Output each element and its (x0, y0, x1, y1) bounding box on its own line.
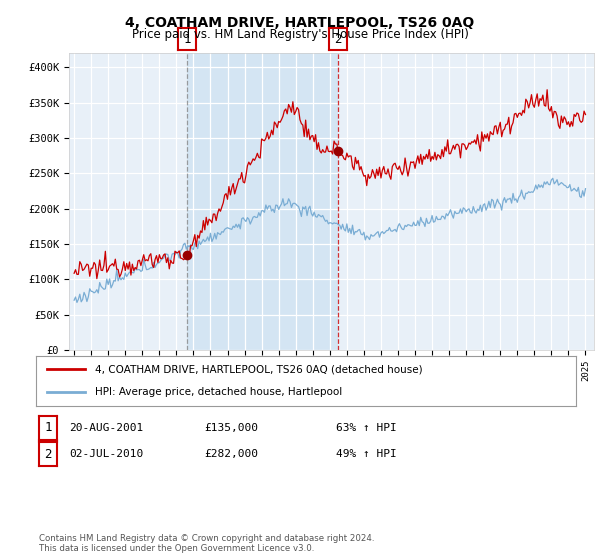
Text: £135,000: £135,000 (204, 423, 258, 433)
Text: 02-JUL-2010: 02-JUL-2010 (69, 449, 143, 459)
Text: 2: 2 (44, 447, 52, 461)
Text: 49% ↑ HPI: 49% ↑ HPI (336, 449, 397, 459)
Text: 4, COATHAM DRIVE, HARTLEPOOL, TS26 0AQ (detached house): 4, COATHAM DRIVE, HARTLEPOOL, TS26 0AQ (… (95, 364, 423, 374)
Text: HPI: Average price, detached house, Hartlepool: HPI: Average price, detached house, Hart… (95, 388, 343, 398)
Text: 1: 1 (44, 421, 52, 435)
Text: 63% ↑ HPI: 63% ↑ HPI (336, 423, 397, 433)
Text: 2: 2 (335, 32, 342, 46)
Text: £282,000: £282,000 (204, 449, 258, 459)
Text: 1: 1 (184, 32, 191, 46)
Text: 4, COATHAM DRIVE, HARTLEPOOL, TS26 0AQ: 4, COATHAM DRIVE, HARTLEPOOL, TS26 0AQ (125, 16, 475, 30)
Text: Contains HM Land Registry data © Crown copyright and database right 2024.
This d: Contains HM Land Registry data © Crown c… (39, 534, 374, 553)
Bar (187, 53, 338, 350)
Text: 20-AUG-2001: 20-AUG-2001 (69, 423, 143, 433)
Text: Price paid vs. HM Land Registry's House Price Index (HPI): Price paid vs. HM Land Registry's House … (131, 28, 469, 41)
